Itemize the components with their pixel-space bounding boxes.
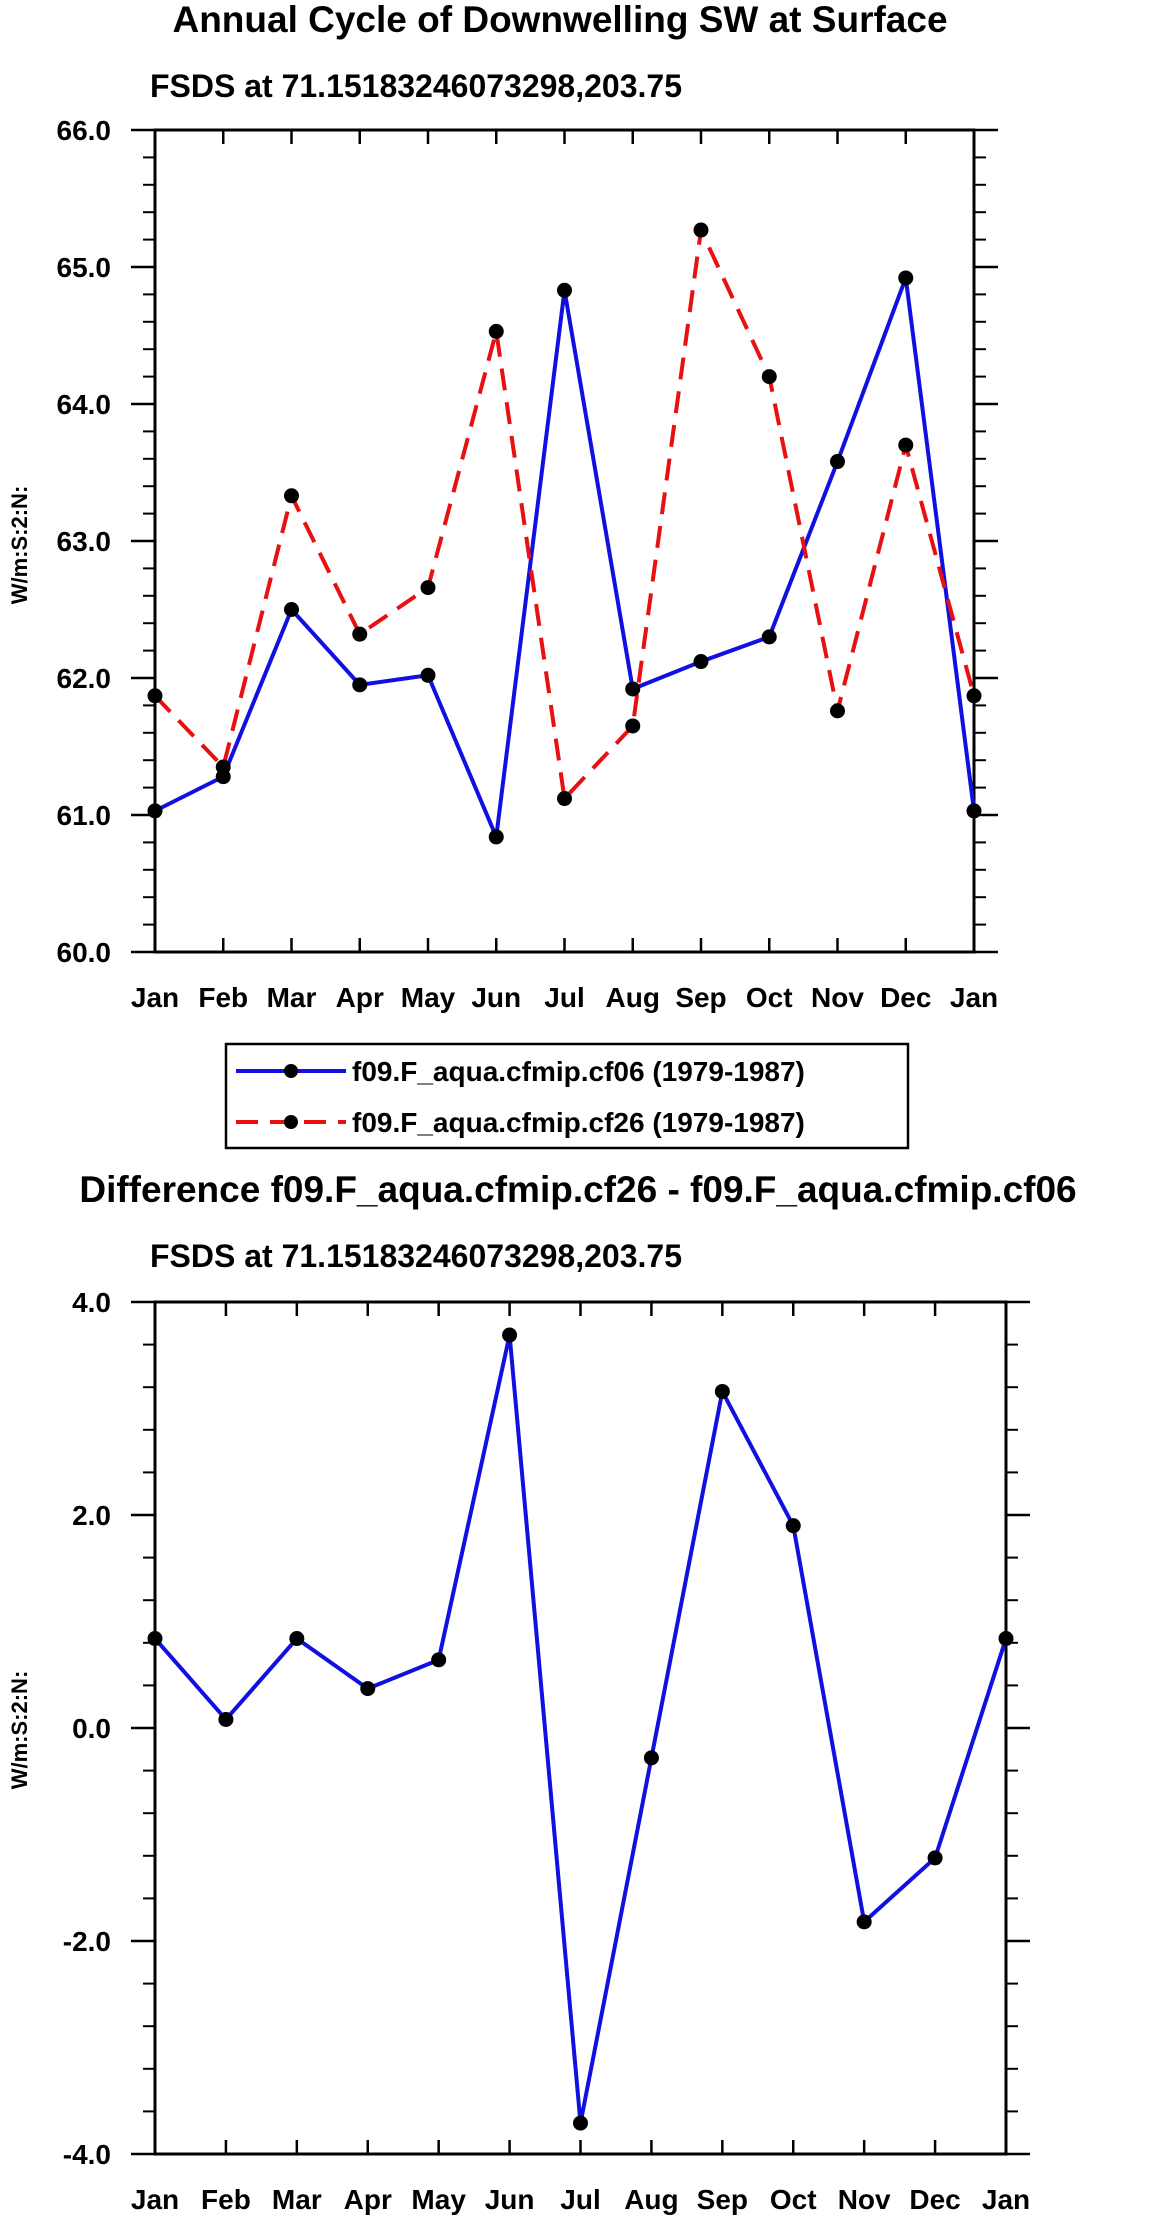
chart1-series-1-point bbox=[898, 437, 914, 453]
chart1-series-1-point bbox=[215, 759, 231, 775]
chart1-ytick-label: 60.0 bbox=[57, 937, 112, 968]
chart2-xtick-label: Dec bbox=[909, 2184, 960, 2215]
chart1-series-1-point bbox=[488, 323, 504, 339]
chart1-series-1-point bbox=[761, 369, 777, 385]
chart2-series-0-point bbox=[785, 1518, 801, 1534]
chart2-series-0-point bbox=[360, 1681, 376, 1697]
chart2-ylabel: W/m:S:2:N: bbox=[7, 1671, 32, 1790]
chart2-ytick-label: 4.0 bbox=[72, 1287, 111, 1318]
chart1-xtick-label: Jan bbox=[131, 982, 179, 1013]
chart2-title: Difference f09.F_aqua.cfmip.cf26 - f09.F… bbox=[79, 1169, 1076, 1210]
chart1-ytick-label: 66.0 bbox=[57, 115, 112, 146]
chart2-series-0-point bbox=[927, 1850, 943, 1866]
chart2-ytick-label: -2.0 bbox=[63, 1926, 111, 1957]
chart1-series-0-point bbox=[488, 829, 504, 845]
chart1-series-1-point bbox=[966, 688, 982, 704]
chart1-series-1-point bbox=[693, 222, 709, 238]
chart2-xtick-label: Sep bbox=[697, 2184, 748, 2215]
chart2-series-0-point bbox=[573, 2115, 588, 2131]
chart1-series-0-point bbox=[147, 803, 163, 819]
chart2-series-0-point bbox=[643, 1750, 659, 1766]
chart2-xtick-label: Nov bbox=[838, 2184, 891, 2215]
chart2-series-0-point bbox=[289, 1631, 305, 1647]
chart2-series-0-line bbox=[153, 1333, 1008, 2126]
chart2-series-0-point bbox=[147, 1631, 163, 1647]
chart1-subtitle: FSDS at 71.15183246073298,203.75 bbox=[150, 68, 682, 104]
chart2-plot-area: Jan Feb Mar Apr May Jun Jul Aug Sep Oct Nov Dec Jan-… bbox=[63, 1287, 1030, 2215]
chart2-xtick-label: Aug bbox=[624, 2184, 678, 2215]
chart1-series-1-point bbox=[147, 688, 163, 704]
chart2-frame bbox=[153, 1300, 1008, 2156]
chart2-xtick-label: Jan bbox=[982, 2184, 1030, 2215]
chart2-series-0-point bbox=[856, 1914, 872, 1930]
chart2-series-0-point bbox=[218, 1711, 234, 1727]
chart1-xtick-label: Jul bbox=[544, 982, 584, 1013]
chart1-series-1-point bbox=[284, 488, 299, 504]
chart1-series-0-point bbox=[966, 803, 982, 819]
chart2-series-0-point bbox=[431, 1652, 447, 1668]
chart2-subtitle: FSDS at 71.15183246073298,203.75 bbox=[150, 1238, 682, 1274]
chart1-xtick-label: May bbox=[401, 982, 456, 1013]
chart1-xtick-label: Nov bbox=[811, 982, 864, 1013]
chart1-xtick-label: Dec bbox=[880, 982, 931, 1013]
chart1-title: Annual Cycle of Downwelling SW at Surfac… bbox=[172, 0, 947, 40]
chart1-series-0-point bbox=[352, 677, 368, 693]
chart1-series-0-point bbox=[284, 602, 299, 617]
chart2-ytick-label: 0.0 bbox=[72, 1713, 111, 1744]
chart1-frame bbox=[153, 128, 976, 954]
chart1-series-1-point bbox=[625, 718, 641, 734]
chart2-xtick-label: Apr bbox=[344, 2184, 392, 2215]
chart1-series-0-point bbox=[625, 681, 641, 697]
chart1-series-1-point bbox=[557, 791, 572, 807]
chart1-series-1-line bbox=[153, 228, 976, 801]
chart1-xtick-label: Sep bbox=[675, 982, 726, 1013]
chart2-ytick-label: -4.0 bbox=[63, 2139, 111, 2170]
chart1-xtick-label: Apr bbox=[336, 982, 384, 1013]
chart1-ytick-label: 64.0 bbox=[57, 389, 112, 420]
legend-marker-cf06 bbox=[284, 1064, 298, 1078]
chart2-series-0-point bbox=[998, 1631, 1014, 1647]
chart1-xtick-label: Oct bbox=[746, 982, 793, 1013]
chart1-series-0-point bbox=[693, 654, 709, 670]
chart2-ytick-label: 2.0 bbox=[72, 1500, 111, 1531]
chart1-xtick-label: Jun bbox=[471, 982, 521, 1013]
chart1-xtick-label: Mar bbox=[267, 982, 317, 1013]
chart1-xtick-label: Jan bbox=[950, 982, 998, 1013]
chart1-series-0-point bbox=[898, 270, 914, 286]
chart1-ytick-label: 61.0 bbox=[57, 800, 112, 831]
legend-marker-cf26 bbox=[284, 1115, 298, 1129]
chart1-xtick-label: Aug bbox=[606, 982, 660, 1013]
chart1-series-1-point bbox=[420, 580, 436, 596]
chart1-ytick-label: 65.0 bbox=[57, 252, 112, 283]
chart1-xtick-label: Feb bbox=[198, 982, 248, 1013]
chart1-ytick-label: 62.0 bbox=[57, 663, 112, 694]
chart1-series-1-point bbox=[352, 626, 368, 642]
chart2-xtick-label: Mar bbox=[272, 2184, 322, 2215]
chart1-plot-area: Jan Feb Mar Apr May Jun Jul Aug Sep Oct Nov Dec Jan 6… bbox=[57, 115, 999, 1013]
chart1-series-0-point bbox=[420, 667, 436, 683]
chart2-series-0-point bbox=[714, 1383, 730, 1399]
chart1-series-1-point bbox=[830, 703, 845, 719]
chart2-series-0-point bbox=[502, 1327, 518, 1343]
chart1-legend: f09.F_aqua.cfmip.cf06 (1979-1987) f09.F_… bbox=[224, 1042, 910, 1150]
chart1-series-0-point bbox=[761, 629, 777, 645]
legend-label-cf26: f09.F_aqua.cfmip.cf26 (1979-1987) bbox=[352, 1107, 805, 1138]
chart2-xtick-label: May bbox=[411, 2184, 466, 2215]
chart2-xtick-label: Feb bbox=[201, 2184, 251, 2215]
chart2-xtick-label: Oct bbox=[770, 2184, 817, 2215]
chart2-xtick-label: Jun bbox=[485, 2184, 535, 2215]
chart2-xtick-label: Jul bbox=[560, 2184, 600, 2215]
legend-box bbox=[224, 1042, 910, 1150]
chart1-series-0-point bbox=[557, 282, 572, 298]
chart1-ylabel: W/m:S:2:N: bbox=[7, 486, 32, 605]
chart1-series-0-point bbox=[830, 454, 845, 470]
chart1-ytick-label: 63.0 bbox=[57, 526, 112, 557]
chart2-xtick-label: Jan bbox=[131, 2184, 179, 2215]
legend-label-cf06: f09.F_aqua.cfmip.cf06 (1979-1987) bbox=[352, 1056, 805, 1087]
